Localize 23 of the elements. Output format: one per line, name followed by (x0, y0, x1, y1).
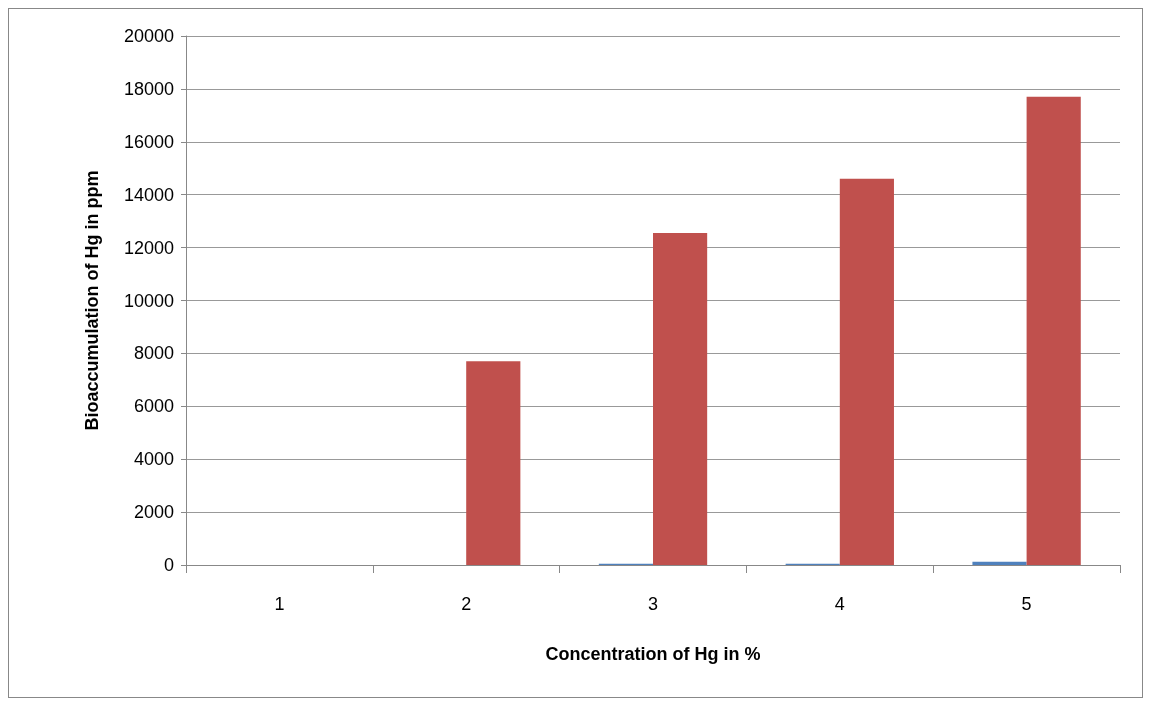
x-tick-label: 2 (461, 594, 472, 614)
bar (839, 178, 894, 565)
bar (1026, 96, 1081, 565)
bar (972, 561, 1027, 565)
x-tick-label: 4 (834, 594, 845, 614)
y-tick-label: 12000 (123, 237, 174, 258)
y-tick-label: 0 (163, 555, 174, 575)
y-tick-label: 8000 (133, 343, 174, 364)
y-axis-title: Bioaccumulation of Hg in ppm (82, 170, 102, 431)
x-tick-label: 3 (647, 594, 659, 614)
bar (653, 233, 708, 565)
x-axis-title: Concentration of Hg in % (545, 644, 761, 664)
y-tick-label: 20000 (123, 26, 174, 46)
y-tick-label: 10000 (123, 290, 174, 311)
x-tick-label: 5 (1021, 594, 1032, 614)
y-tick-label: 16000 (123, 131, 174, 152)
y-tick-label: 6000 (133, 396, 174, 417)
y-tick-label: 2000 (133, 502, 174, 523)
bar (466, 361, 521, 565)
y-tick-label: 14000 (123, 184, 174, 205)
y-tick-label: 18000 (123, 78, 174, 99)
y-tick-label: 4000 (133, 449, 174, 470)
x-tick-label: 1 (274, 594, 285, 614)
